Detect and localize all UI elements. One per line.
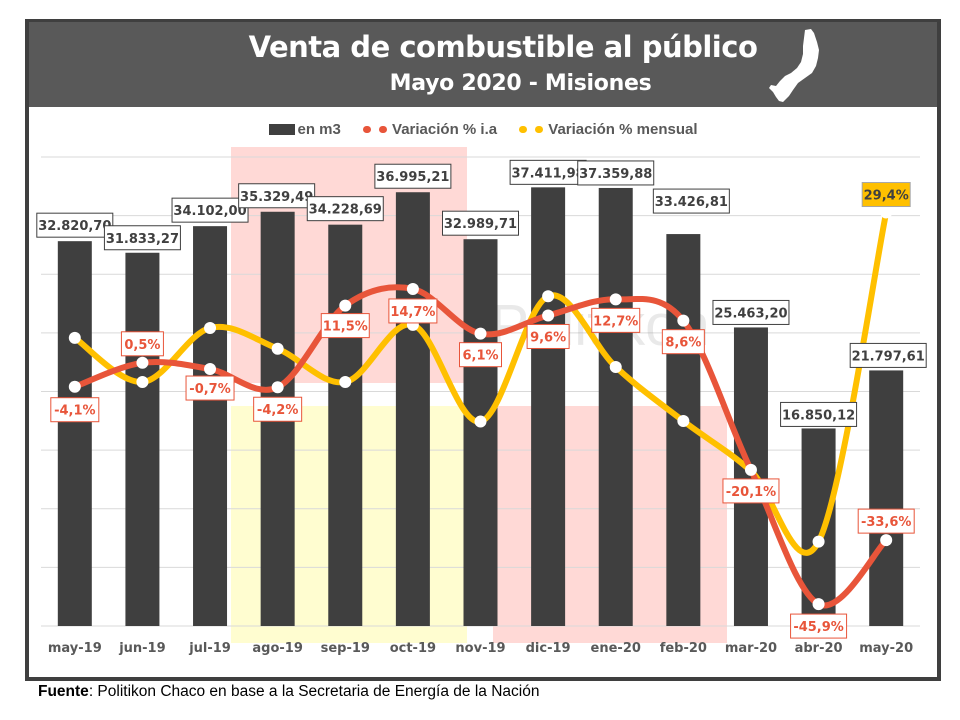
legend-label: Variación % mensual: [548, 120, 698, 138]
misiones-map-icon: [769, 29, 819, 102]
legend-bar-swatch-icon: [268, 124, 295, 136]
legend-label: Variación % i.a: [392, 120, 498, 138]
legend-label: en m3: [297, 120, 341, 138]
header-band: Venta de combustible al público Mayo 202…: [29, 22, 937, 107]
source-note: Fuente: Politikon Chaco en base a la Sec…: [38, 683, 539, 701]
legend-item-en-m3: en m3: [268, 120, 341, 138]
legend-line-swatch-icon: [361, 124, 389, 135]
legend-item-variacion-mensual: Variación % mensual: [517, 120, 698, 138]
chart-frame: Venta de combustible al público Mayo 202…: [25, 19, 941, 681]
legend-item-variacion-ia: Variación % i.a: [361, 121, 497, 138]
legend: en m3 Variación % i.a Variación % mensua…: [29, 120, 937, 138]
legend-line-swatch-icon: [517, 124, 545, 135]
chart-title: Venta de combustible al público: [248, 30, 758, 64]
source-label: Fuente: [38, 683, 89, 700]
chart-subtitle: Mayo 2020 - Misiones: [389, 71, 652, 96]
source-text: : Politikon Chaco en base a la Secretari…: [88, 683, 540, 700]
